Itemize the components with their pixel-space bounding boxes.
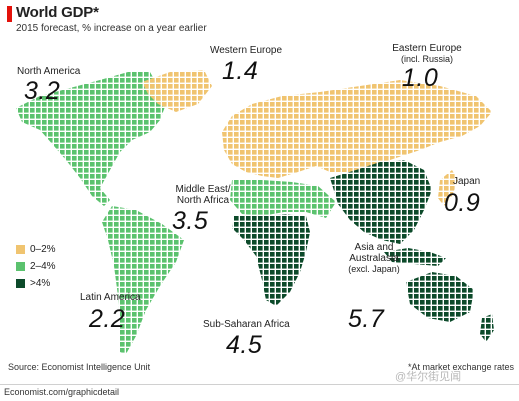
label-sub-saharan-africa: Sub-Saharan Africa xyxy=(203,319,290,330)
chart-subtitle: 2015 forecast, % increase on a year earl… xyxy=(16,23,207,34)
label-asia-note: (excl. Japan) xyxy=(348,264,400,274)
legend: 0–2% 2–4% >4% xyxy=(16,241,56,292)
chart-title: World GDP* xyxy=(16,4,99,21)
label-latin-america: Latin America xyxy=(80,292,141,303)
legend-label-high: >4% xyxy=(30,278,51,289)
legend-item-mid: 2–4% xyxy=(16,258,56,275)
watermark-text: @华尔街见闻 xyxy=(395,371,462,383)
value-north-america: 3.2 xyxy=(24,77,61,105)
label-mena-line2: North Africa xyxy=(176,195,230,206)
value-sub-saharan-africa: 4.5 xyxy=(226,331,263,359)
region-europe-russia xyxy=(222,80,492,178)
label-eastern-europe-note: (incl. Russia) xyxy=(400,54,453,64)
accent-bar xyxy=(7,6,12,22)
label-japan: Japan xyxy=(453,176,481,187)
region-japan xyxy=(438,170,458,206)
value-western-europe: 1.4 xyxy=(222,57,259,85)
label-mena-line1: Middle East/ xyxy=(175,184,231,195)
source-note: Source: Economist Intelligence Unit xyxy=(8,362,151,372)
footnote: *At market exchange rates xyxy=(408,362,515,372)
legend-swatch-high xyxy=(16,279,25,288)
region-north-america xyxy=(16,72,166,206)
label-eastern-europe: Eastern Europe xyxy=(392,43,462,54)
label-north-america: North America xyxy=(17,66,81,77)
legend-label-mid: 2–4% xyxy=(30,261,56,272)
legend-label-low: 0–2% xyxy=(30,244,56,255)
value-mena: 3.5 xyxy=(172,207,209,235)
legend-item-low: 0–2% xyxy=(16,241,56,258)
region-southeast-asia-islands xyxy=(384,248,446,266)
footer-link[interactable]: Economist.com/graphicdetail xyxy=(4,387,120,397)
legend-swatch-low xyxy=(16,245,25,254)
label-western-europe: Western Europe xyxy=(209,45,283,56)
value-japan: 0.9 xyxy=(444,189,481,217)
region-asia xyxy=(330,160,432,244)
region-new-zealand xyxy=(480,314,494,342)
value-eastern-europe: 1.0 xyxy=(402,64,439,92)
legend-swatch-mid xyxy=(16,262,25,271)
region-latin-america xyxy=(102,206,184,354)
value-asia: 5.7 xyxy=(348,305,385,333)
label-asia-line1: Asia and xyxy=(354,242,394,253)
value-latin-america: 2.2 xyxy=(89,305,126,333)
footer: Economist.com/graphicdetail xyxy=(0,384,519,401)
region-australia xyxy=(406,272,474,322)
label-asia-line2: Australasia xyxy=(349,253,399,264)
legend-item-high: >4% xyxy=(16,275,56,292)
region-greenland xyxy=(142,70,212,112)
region-mena xyxy=(230,180,336,218)
region-sub-saharan-africa xyxy=(232,214,310,306)
